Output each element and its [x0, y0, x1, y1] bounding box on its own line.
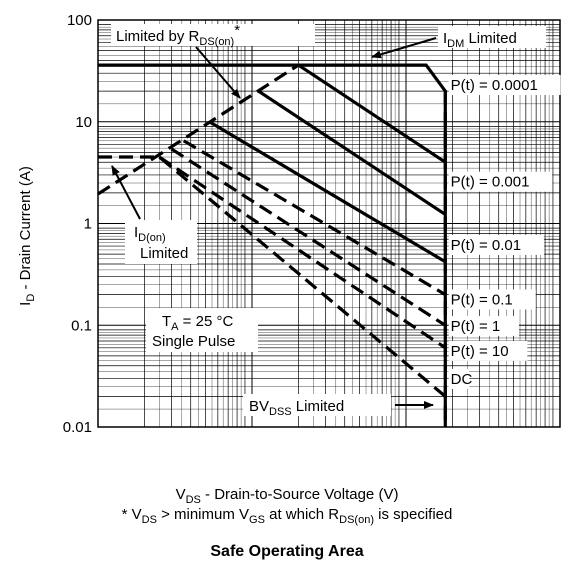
annotation-idm: IDM Limited — [438, 26, 546, 50]
point-label: DC — [451, 371, 473, 388]
series-line — [297, 63, 447, 164]
point-label-bg — [448, 315, 520, 336]
annotation-idon: ID(on) Limited — [125, 220, 197, 264]
y-tick-label: 100 — [67, 12, 92, 29]
annotation-rdson: Limited by RDS(on)* — [111, 22, 315, 48]
svg-text:BVDSS Limited: BVDSS Limited — [249, 398, 344, 418]
x-axis-label: VDS - Drain-to-Source Voltage (V) — [176, 486, 399, 506]
svg-text:Single Pulse: Single Pulse — [152, 333, 235, 350]
svg-text:IDM Limited: IDM Limited — [443, 30, 517, 50]
footer: VDS - Drain-to-Source Voltage (V) * VDS … — [122, 486, 453, 560]
point-label-bg — [448, 289, 536, 310]
y-tick-label: 0.1 — [71, 317, 92, 334]
annotation-bvdss: BVDSS Limited — [243, 394, 391, 418]
series-line — [98, 63, 447, 427]
point-label-bg — [448, 171, 553, 192]
point-label: P(t) = 10 — [451, 343, 509, 360]
point-label: P(t) = 0.1 — [451, 291, 513, 308]
soa-chart: Limited by RDS(on)* IDM Limited ID(on) L… — [17, 12, 561, 436]
svg-text:Limited: Limited — [140, 245, 188, 262]
chart-title: Safe Operating Area — [210, 543, 363, 560]
svg-text:TA = 25 °C: TA = 25 °C — [162, 313, 233, 333]
series-line — [97, 63, 300, 196]
point-label: P(t) = 0.001 — [451, 174, 530, 191]
svg-text:Limited by RDS(on)*: Limited by RDS(on)* — [116, 22, 240, 48]
y-tick-label: 0.01 — [63, 419, 92, 436]
point-label-bg — [448, 340, 528, 361]
point-label: P(t) = 0.01 — [451, 237, 521, 254]
point-label: P(t) = 1 — [451, 318, 501, 335]
series-line — [170, 147, 447, 327]
point-labels: P(t) = 0.0001 P(t) = 0.001 P(t) = 0.01 P(t)… — [448, 75, 561, 389]
point-label: P(t) = 0.0001 — [451, 77, 538, 94]
y-tick-label: 10 — [75, 114, 92, 131]
series-line — [257, 89, 447, 216]
series-line — [209, 121, 447, 264]
footnote: * VDS > minimum VGS at which RDS(on) is … — [122, 506, 453, 526]
y-axis-label: ID - Drain Current (A) — [17, 166, 37, 306]
series-line — [158, 155, 447, 350]
point-label-bg — [448, 234, 544, 255]
series-layer — [97, 63, 447, 427]
annotation-ta: TA = 25 °C Single Pulse — [146, 308, 258, 352]
svg-text:ID(on): ID(on) — [134, 224, 166, 244]
y-tick-label: 1 — [84, 216, 92, 233]
series-line — [182, 139, 447, 296]
point-label-bg — [448, 75, 561, 96]
arrow-idon — [111, 165, 141, 220]
arrow-rdson — [195, 46, 241, 99]
arrow-idm — [371, 37, 437, 59]
point-label-bg — [448, 368, 470, 389]
plot-frame — [97, 19, 561, 428]
